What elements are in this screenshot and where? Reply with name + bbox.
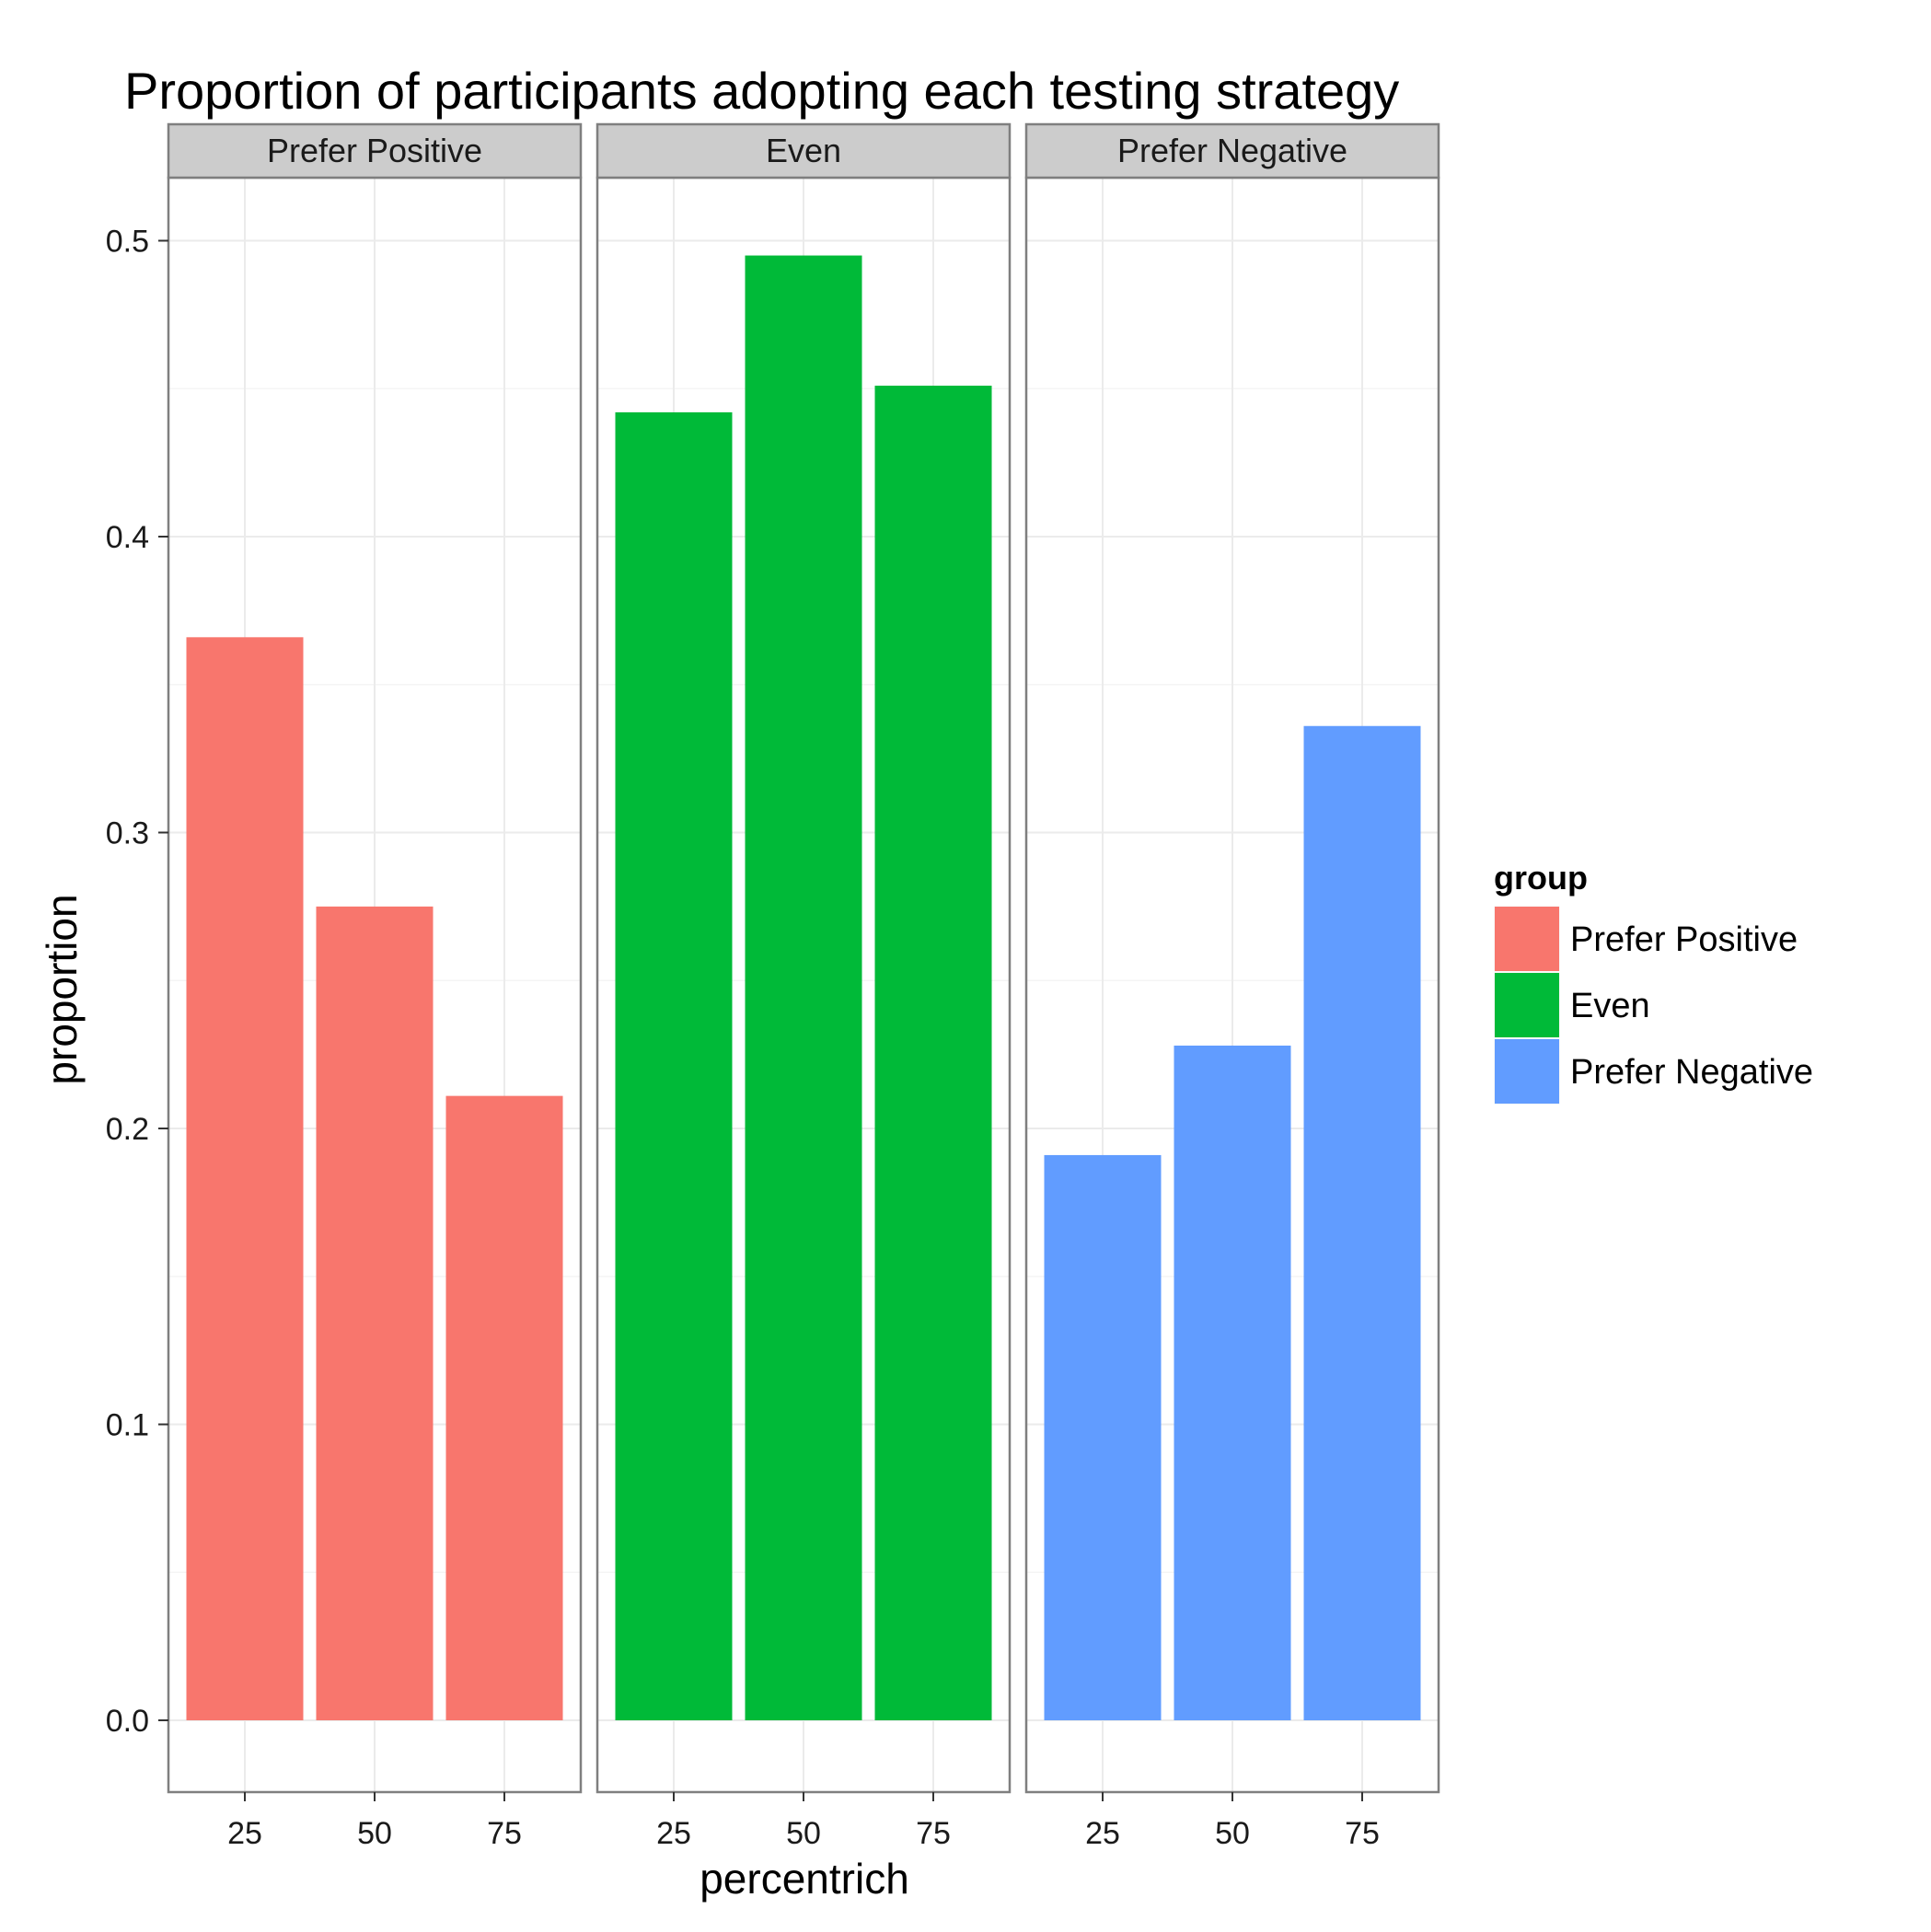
- chart-title: Proportion of participants adopting each…: [124, 62, 1399, 120]
- x-axis-title: percentrich: [700, 1855, 909, 1903]
- legend-key-prefer-negative: [1495, 1039, 1559, 1104]
- facet-strip: [595, 122, 1012, 179]
- y-tick-label: 0.0: [106, 1704, 149, 1739]
- bar-even-25: [615, 411, 733, 1721]
- bar-even-75: [874, 386, 992, 1720]
- legend: group Prefer Positive Even Prefer Negative: [1493, 859, 1813, 1105]
- bar-prefer-positive-25: [186, 637, 304, 1720]
- facet-strip: [1024, 122, 1440, 179]
- y-tick-label: 0.1: [106, 1408, 149, 1443]
- bar-prefer-positive-50: [316, 906, 434, 1720]
- legend-label-even: Even: [1570, 987, 1650, 1025]
- legend-title: group: [1494, 859, 1588, 897]
- facet-panel-prefer-negative: Prefer Negative 25 50 75: [1024, 122, 1440, 1851]
- y-axis-title: proportion: [38, 894, 86, 1084]
- y-tick-label: 0.2: [106, 1112, 149, 1147]
- legend-key-prefer-positive: [1495, 907, 1559, 971]
- x-tick-label: 25: [656, 1816, 691, 1851]
- x-tick-label: 75: [916, 1816, 951, 1851]
- legend-key-even: [1495, 973, 1559, 1037]
- x-tick-label: 25: [227, 1816, 262, 1851]
- facet-strip: [167, 122, 583, 179]
- facet-strip-label: Even: [766, 132, 841, 169]
- y-tick-label: 0.4: [106, 520, 149, 555]
- bar-prefer-positive-75: [445, 1095, 563, 1720]
- facet-panel-prefer-positive: Prefer Positive 25 50 75: [167, 122, 583, 1851]
- x-tick-label: 75: [487, 1816, 522, 1851]
- bar-even-50: [745, 255, 862, 1721]
- facet-strip-label: Prefer Positive: [267, 132, 482, 169]
- facet-panel-even: Even 25 50 75: [595, 122, 1012, 1851]
- y-tick-label: 0.3: [106, 816, 149, 851]
- x-tick-label: 25: [1085, 1816, 1120, 1851]
- bar-prefer-negative-75: [1303, 725, 1421, 1720]
- legend-label-prefer-positive: Prefer Positive: [1570, 920, 1798, 959]
- y-axis: 0.0 0.1 0.2 0.3 0.4 0.5: [106, 225, 168, 1739]
- x-tick-label: 50: [786, 1816, 821, 1851]
- bar-prefer-negative-50: [1174, 1045, 1291, 1720]
- facet-strip-label: Prefer Negative: [1117, 132, 1347, 169]
- legend-label-prefer-negative: Prefer Negative: [1570, 1053, 1813, 1092]
- y-tick-label: 0.5: [106, 225, 149, 260]
- x-tick-label: 50: [1215, 1816, 1250, 1851]
- x-tick-label: 50: [357, 1816, 392, 1851]
- bar-prefer-negative-25: [1044, 1154, 1162, 1720]
- x-tick-label: 75: [1345, 1816, 1380, 1851]
